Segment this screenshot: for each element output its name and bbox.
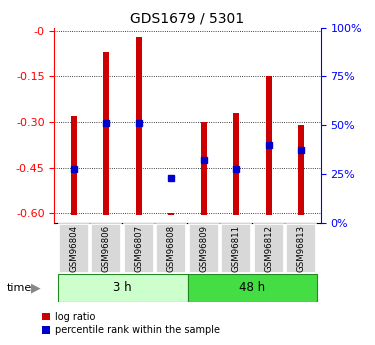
- Text: GSM96808: GSM96808: [167, 225, 176, 272]
- Bar: [201, 122, 207, 215]
- Title: GDS1679 / 5301: GDS1679 / 5301: [130, 11, 244, 25]
- Bar: [233, 113, 239, 215]
- Text: 48 h: 48 h: [239, 281, 266, 294]
- Bar: [286, 224, 316, 273]
- Legend: log ratio, percentile rank within the sample: log ratio, percentile rank within the sa…: [42, 312, 220, 335]
- Text: time: time: [7, 283, 32, 293]
- Bar: [58, 274, 188, 302]
- Bar: [136, 37, 142, 215]
- Text: GSM96806: GSM96806: [102, 225, 111, 272]
- Bar: [221, 224, 251, 273]
- Bar: [266, 76, 272, 215]
- Bar: [188, 274, 317, 302]
- Bar: [156, 224, 186, 273]
- Bar: [71, 116, 77, 215]
- Bar: [168, 214, 174, 215]
- Text: GSM96809: GSM96809: [199, 225, 208, 272]
- Text: GSM96807: GSM96807: [134, 225, 143, 272]
- Bar: [254, 224, 284, 273]
- Bar: [298, 125, 304, 215]
- Bar: [124, 224, 154, 273]
- Bar: [189, 224, 219, 273]
- Text: 3 h: 3 h: [113, 281, 132, 294]
- Text: GSM96812: GSM96812: [264, 225, 273, 272]
- Text: GSM96811: GSM96811: [232, 225, 241, 272]
- Text: GSM96813: GSM96813: [297, 225, 306, 272]
- Text: GSM96804: GSM96804: [69, 225, 78, 272]
- Bar: [59, 224, 89, 273]
- Bar: [104, 52, 109, 215]
- Text: ▶: ▶: [31, 282, 40, 295]
- Bar: [92, 224, 121, 273]
